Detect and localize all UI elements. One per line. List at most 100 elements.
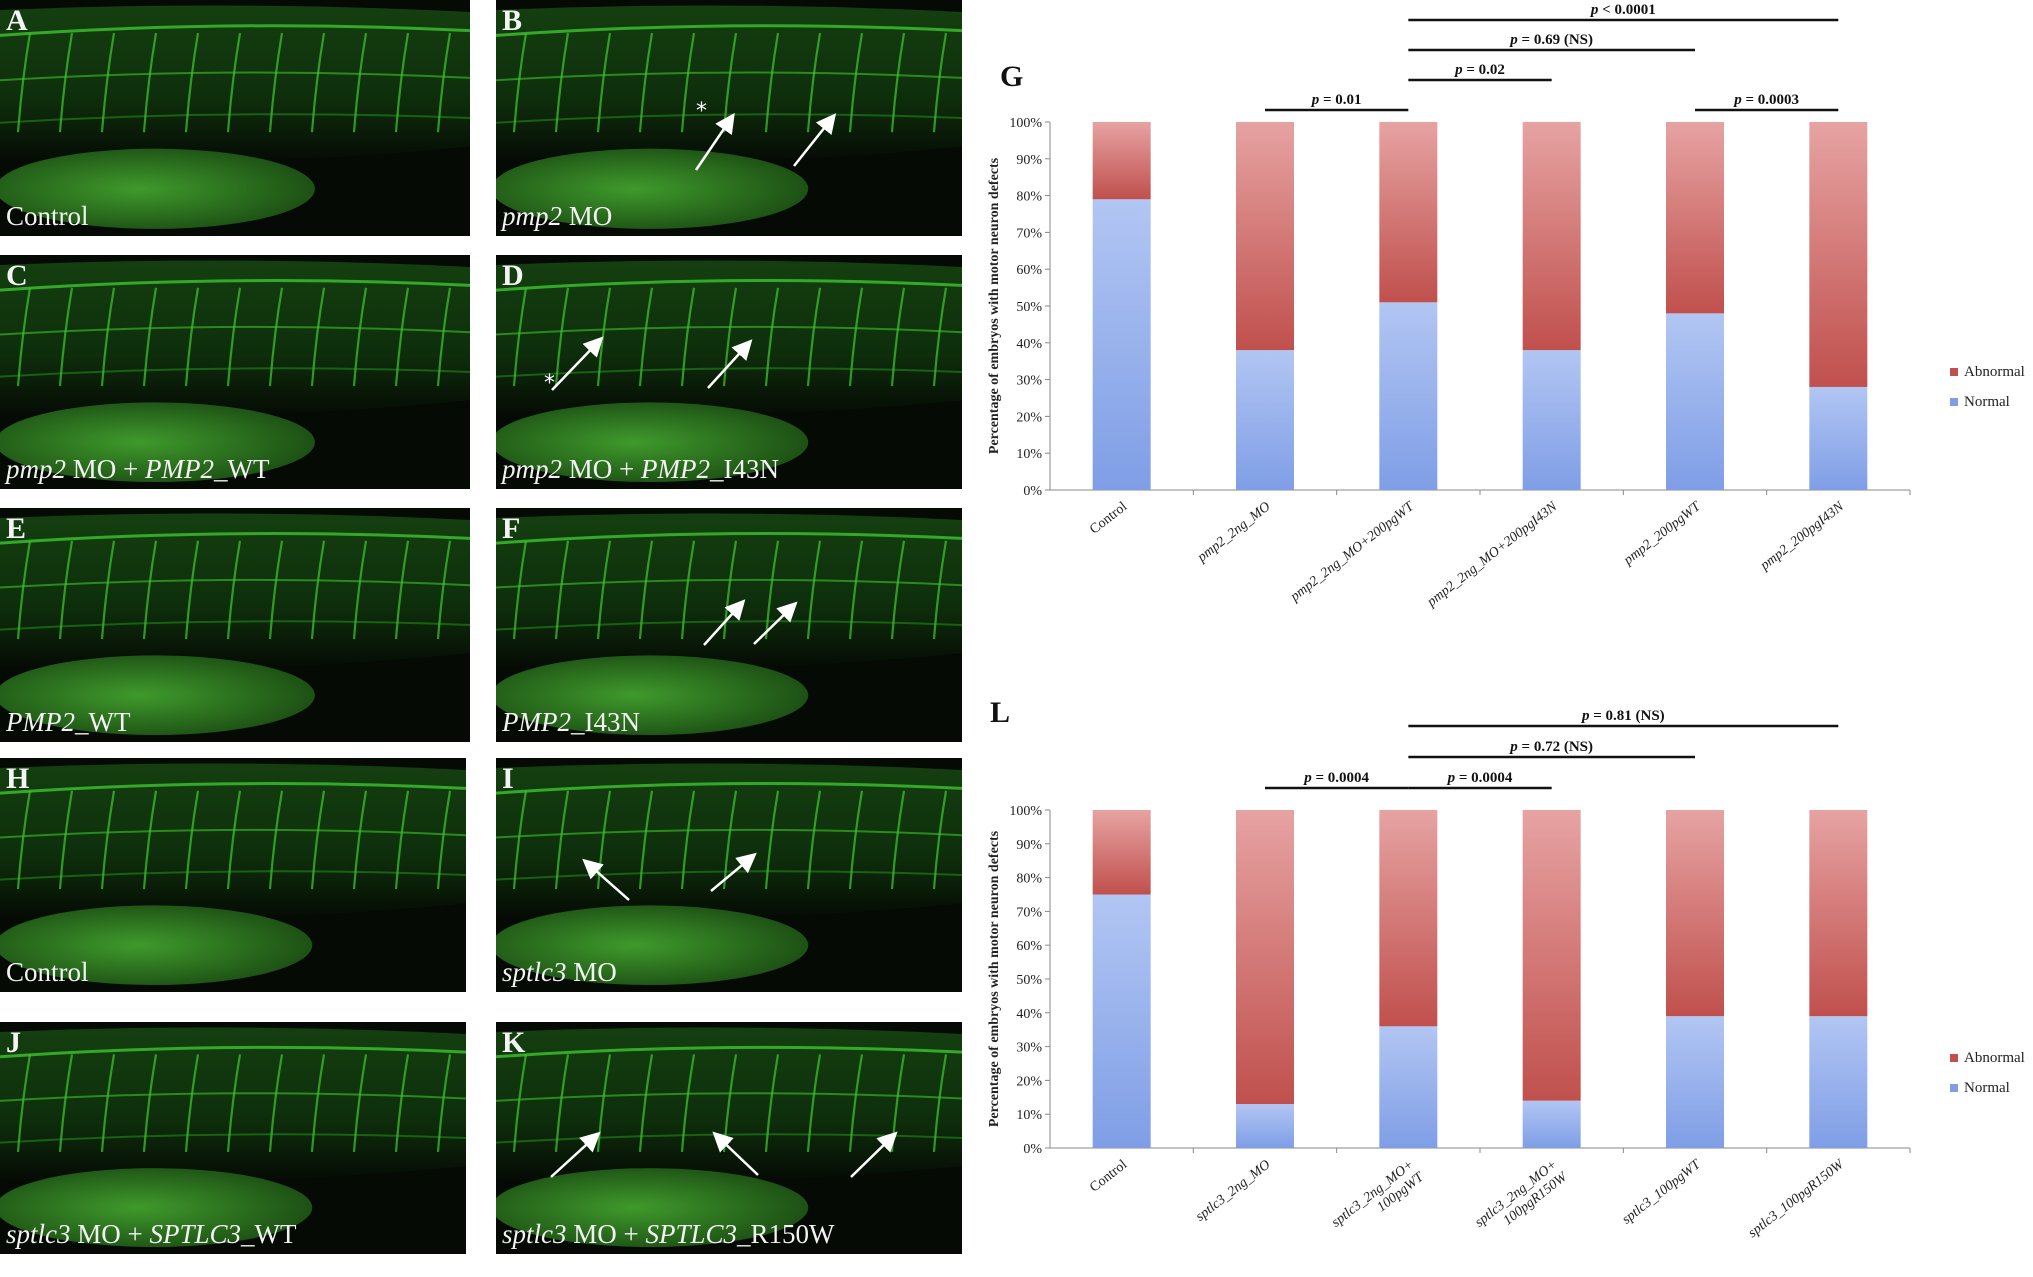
bar-normal xyxy=(1666,1016,1724,1148)
bar-normal xyxy=(1809,1016,1868,1148)
panel-caption: pmp2 MO + PMP2_WT xyxy=(6,454,269,485)
caption-segment: _I43N xyxy=(570,707,640,737)
chart-g-svg: 0% 10% 20% 30% 40% 50% 60% 70% 80% 90% 100% Percent… xyxy=(987,2,2025,611)
micrograph-image xyxy=(0,255,470,489)
y-tick-label: 0% xyxy=(1023,1142,1042,1157)
micrograph-image xyxy=(496,758,962,992)
caption-segment: MO + xyxy=(70,1219,150,1249)
white-arrow-icon xyxy=(703,599,746,646)
x-tick-label: Control xyxy=(1087,1157,1130,1195)
bar-normal xyxy=(1379,1026,1438,1148)
caption-segment: PMP2 xyxy=(6,707,75,737)
significance-label: p < 0.0001 xyxy=(1589,2,1656,18)
x-tick-label: pmp2_200pgI43N xyxy=(1757,499,1847,574)
bar-abnormal xyxy=(1522,810,1581,1101)
significance-label: p = 0.02 xyxy=(1453,62,1505,78)
micrograph-e: E PMP2_WT xyxy=(0,508,470,742)
bar-abnormal xyxy=(1236,122,1294,351)
x-tick-label: pmp2_2ng_MO+200pgI43N xyxy=(1424,499,1561,611)
y-tick-label: 10% xyxy=(1016,1108,1042,1123)
x-tick-label: sptlc3_2ng_MO xyxy=(1193,1157,1273,1224)
panel-letter: A xyxy=(6,4,28,37)
caption-segment: SPTLC3 xyxy=(149,1219,242,1249)
x-tick-label: sptlc3_2ng_MO+100pgWT xyxy=(1329,1157,1428,1244)
panel-letter: I xyxy=(502,762,514,795)
asterisk-icon: * xyxy=(544,371,555,396)
bar-abnormal xyxy=(1379,810,1438,1027)
y-tick-label: 20% xyxy=(1016,410,1042,425)
bar-abnormal xyxy=(1092,810,1151,895)
white-arrow-icon xyxy=(694,112,735,171)
white-arrow-icon xyxy=(753,601,798,645)
panel-letter-l: L xyxy=(990,696,1011,729)
caption-segment: Control xyxy=(6,957,89,987)
micrograph-f: F PMP2_I43N xyxy=(496,508,962,742)
y-tick-label: 70% xyxy=(1016,905,1042,920)
bar-normal xyxy=(1236,350,1294,490)
x-tick-label: sptlc3_100pgR150W xyxy=(1746,1157,1848,1241)
y-axis-label: Percentage of embryos with motor neuron … xyxy=(987,830,1002,1127)
chart-l: L 0% 10% 20% 30% 40% 50% 60% 70% 80% 90% 100% Perce… xyxy=(980,680,2033,1272)
x-tick-label: pmp2_200pgWT xyxy=(1620,499,1704,569)
panel-letter: E xyxy=(6,512,27,545)
significance-label: p = 0.0003 xyxy=(1732,92,1799,108)
y-tick-label: 30% xyxy=(1016,1041,1042,1056)
caption-segment: pmp2 xyxy=(502,454,562,484)
caption-segment: _WT xyxy=(241,1219,297,1249)
panel-caption: pmp2 MO + PMP2_I43N xyxy=(502,454,779,485)
legend-label: Abnormal xyxy=(1964,364,2025,380)
y-tick-label: 90% xyxy=(1016,153,1042,168)
bar-abnormal xyxy=(1809,810,1868,1017)
legend-swatch xyxy=(1950,398,1958,406)
caption-segment: sptlc3 xyxy=(502,957,567,987)
white-arrow-icon xyxy=(793,113,837,167)
panel-caption: sptlc3 MO + SPTLC3_WT xyxy=(6,1219,297,1250)
y-tick-label: 20% xyxy=(1016,1074,1042,1089)
significance-label: p = 0.0004 xyxy=(1446,770,1513,786)
y-tick-label: 70% xyxy=(1016,226,1042,241)
caption-segment: sptlc3 xyxy=(502,1219,567,1249)
significance-label: p = 0.01 xyxy=(1310,92,1362,108)
micrograph-image xyxy=(0,0,470,236)
caption-segment: Control xyxy=(6,201,89,231)
legend-swatch xyxy=(1950,1054,1958,1062)
y-tick-label: 40% xyxy=(1016,337,1042,352)
panel-letter: F xyxy=(502,512,521,545)
bar-normal xyxy=(1522,1100,1581,1148)
white-arrow-icon xyxy=(551,336,604,391)
y-tick-label: 100% xyxy=(1009,804,1042,819)
y-tick-label: 60% xyxy=(1016,263,1042,278)
bar-normal xyxy=(1092,199,1151,490)
x-tick-label: pmp2_2ng_MO xyxy=(1194,499,1273,566)
caption-segment: _R150W xyxy=(737,1219,835,1249)
caption-segment: MO + xyxy=(566,1219,646,1249)
legend-swatch xyxy=(1950,368,1958,376)
bar-normal xyxy=(1092,894,1151,1148)
bar-normal xyxy=(1522,350,1581,490)
white-arrow-icon xyxy=(712,1131,759,1176)
caption-segment: MO xyxy=(562,201,613,231)
y-tick-label: 80% xyxy=(1016,872,1042,887)
bar-abnormal xyxy=(1379,122,1438,303)
y-tick-label: 90% xyxy=(1016,838,1042,853)
panel-letter: C xyxy=(6,259,28,292)
panel-caption: sptlc3 MO xyxy=(502,957,617,988)
bar-abnormal xyxy=(1092,122,1151,200)
significance-label: p = 0.0004 xyxy=(1302,770,1369,786)
panel-letter: B xyxy=(502,4,523,37)
bar-abnormal xyxy=(1666,122,1724,314)
x-tick-label: sptlc3_2ng_MO+100pgR150W xyxy=(1472,1157,1571,1244)
panel-letter: J xyxy=(6,1026,21,1059)
caption-segment: sptlc3 xyxy=(6,1219,71,1249)
panel-letter: D xyxy=(502,259,524,292)
significance-label: p = 0.69 (NS) xyxy=(1508,32,1593,48)
significance-label: p = 0.81 (NS) xyxy=(1580,708,1665,724)
panel-caption: PMP2_I43N xyxy=(502,707,640,738)
y-tick-label: 100% xyxy=(1009,116,1042,131)
significance-label: p = 0.72 (NS) xyxy=(1508,739,1593,755)
legend-label: Normal xyxy=(1964,394,2010,410)
